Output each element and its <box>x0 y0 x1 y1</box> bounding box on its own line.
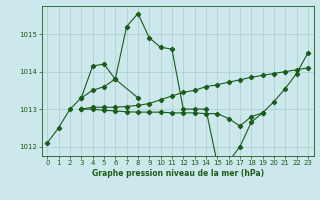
X-axis label: Graphe pression niveau de la mer (hPa): Graphe pression niveau de la mer (hPa) <box>92 169 264 178</box>
